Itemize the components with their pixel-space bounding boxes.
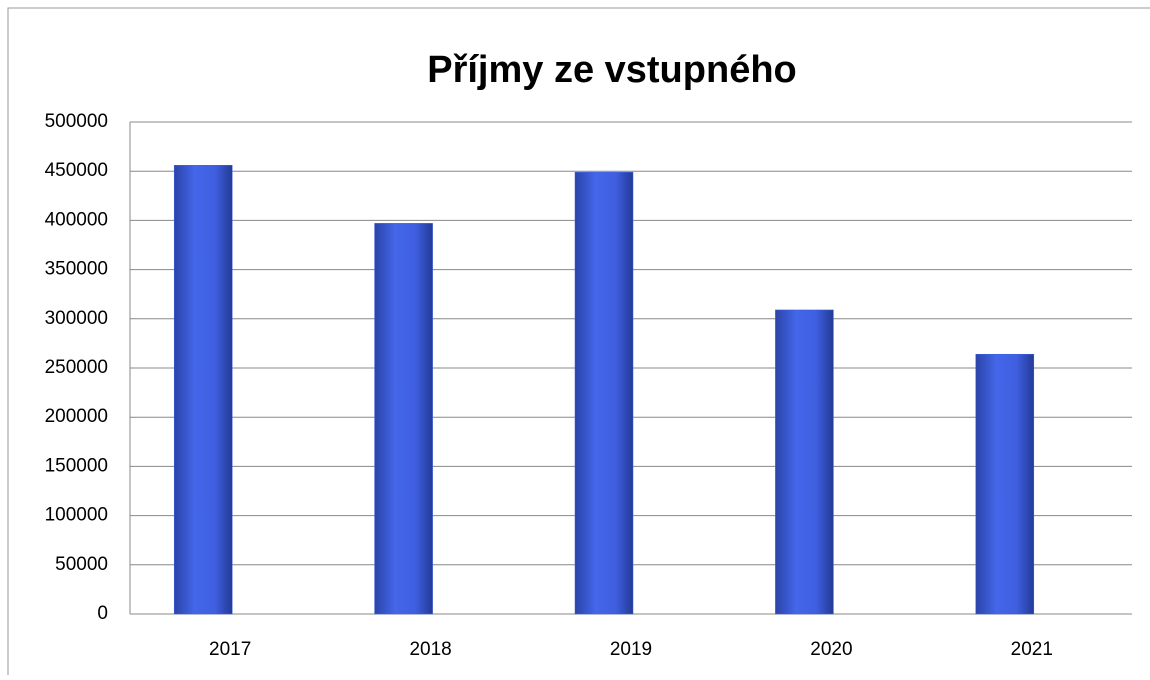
y-tick-label: 200000 xyxy=(45,406,108,427)
y-tick-label: 350000 xyxy=(45,259,108,280)
y-tick-label: 0 xyxy=(97,603,108,624)
bar xyxy=(173,165,233,615)
y-tick-label: 400000 xyxy=(45,209,108,230)
frame xyxy=(7,7,1150,675)
x-tick-label: 2018 xyxy=(409,639,451,660)
y-tick-label: 500000 xyxy=(45,111,108,132)
y-tick-label: 50000 xyxy=(55,554,108,575)
x-tick-label: 2019 xyxy=(610,639,652,660)
bar xyxy=(374,223,433,615)
chart-title: Příjmy ze vstupného xyxy=(427,49,797,91)
bar xyxy=(975,353,1035,615)
x-tick-label: 2021 xyxy=(1011,639,1053,660)
y-tick-label: 450000 xyxy=(45,160,108,181)
y-tick-label: 150000 xyxy=(45,455,108,476)
y-tick-label: 100000 xyxy=(45,505,108,526)
y-tick-label: 250000 xyxy=(45,357,108,378)
x-tick-label: 2017 xyxy=(209,639,251,660)
bar xyxy=(775,309,834,615)
y-tick-label: 300000 xyxy=(45,308,108,329)
x-tick-label: 2020 xyxy=(810,639,852,660)
bar xyxy=(574,171,634,615)
